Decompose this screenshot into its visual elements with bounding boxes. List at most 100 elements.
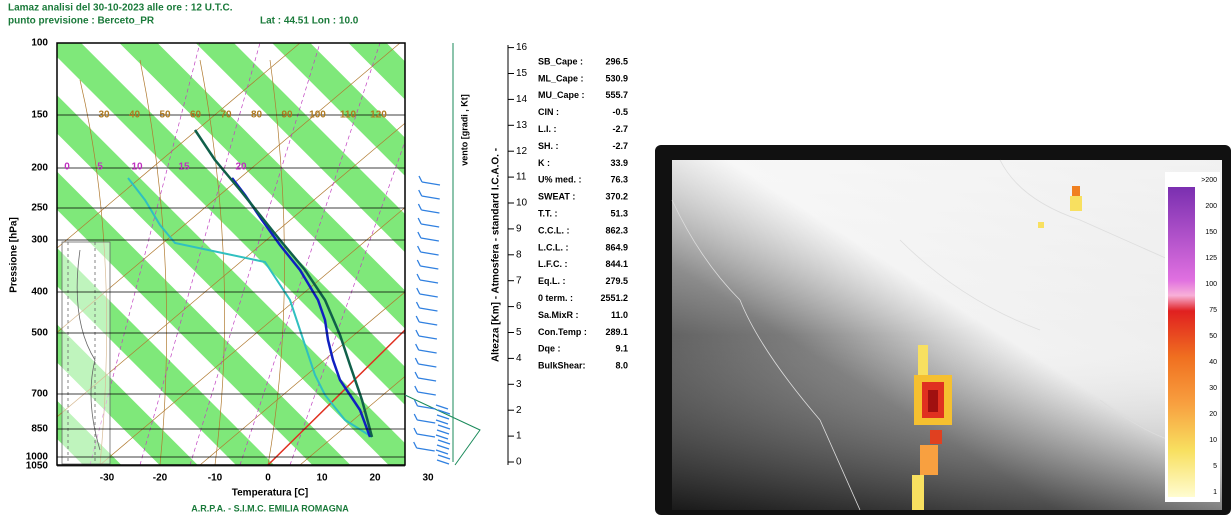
wind-barb: [415, 386, 436, 395]
colorbar-label: 10: [1209, 437, 1217, 444]
height-label: 12: [516, 146, 528, 157]
wind-barb: [417, 274, 438, 283]
height-label: 14: [516, 94, 528, 105]
index-value: 555.7: [605, 90, 628, 100]
index-value: 8.0: [615, 361, 628, 371]
pressure-label: 150: [31, 110, 48, 121]
theta-label: 15: [178, 162, 190, 173]
wind-barb: [416, 344, 437, 353]
index-value: 9.1: [615, 344, 628, 354]
index-value: 296.5: [605, 56, 628, 66]
index-name: MU_Cape :: [538, 90, 585, 100]
index-name: SWEAT :: [538, 192, 575, 202]
header-location: punto previsione : Berceto_PR: [8, 16, 155, 27]
height-label: 0: [516, 457, 522, 468]
header-coords: Lat : 44.51 Lon : 10.0: [260, 16, 359, 27]
wind-barb: [418, 218, 439, 227]
index-value: 2551.2: [600, 293, 628, 303]
height-label: 5: [516, 327, 522, 338]
index-name: L.C.L. :: [538, 242, 569, 252]
height-label: 10: [516, 198, 528, 209]
theta-label: 20: [235, 162, 247, 173]
wind-barb: [437, 460, 449, 464]
height-label: 9: [516, 224, 522, 235]
colorbar-label: 40: [1209, 359, 1217, 366]
wind-label: vento [gradi , Kt]: [459, 94, 469, 166]
pressure-label: 250: [31, 203, 48, 214]
index-name: CIN :: [538, 107, 559, 117]
mixing-label: 30: [98, 110, 110, 121]
height-label: 1: [516, 431, 522, 442]
index-value: 11.0: [611, 310, 628, 320]
wind-barb: [437, 445, 449, 449]
height-label: 15: [516, 68, 528, 79]
index-value: 530.9: [605, 73, 628, 83]
temperature-label: 10: [316, 473, 328, 484]
satellite-panel: [655, 145, 1231, 515]
index-name: Con.Temp :: [538, 327, 587, 337]
wind-barb: [416, 316, 437, 325]
wind-barb: [418, 204, 439, 213]
index-value: 33.9: [610, 158, 628, 168]
index-name: BulkShear:: [538, 361, 586, 371]
index-name: L.F.C. :: [538, 259, 568, 269]
colorbar-label: 75: [1209, 307, 1217, 314]
index-name: ML_Cape :: [538, 73, 584, 83]
wind-barb: [417, 260, 438, 269]
height-label: 2: [516, 405, 522, 416]
index-value: 862.3: [605, 225, 628, 235]
index-name: SB_Cape :: [538, 56, 583, 66]
index-name: 0 term. :: [538, 293, 573, 303]
wind-barb: [419, 190, 440, 199]
pressure-label: 850: [31, 424, 48, 435]
mixing-label: 80: [251, 110, 263, 121]
wind-barb: [438, 440, 450, 444]
temperature-label: -20: [153, 473, 168, 484]
index-value: 279.5: [605, 276, 628, 286]
index-value: 844.1: [605, 259, 628, 269]
height-label: 13: [516, 120, 528, 131]
mixing-label: 110: [340, 110, 357, 121]
wind-barb: [418, 246, 439, 255]
wind-barb: [416, 302, 437, 311]
temperature-label: 30: [422, 473, 434, 484]
index-name: T.T. :: [538, 208, 558, 218]
height-axis-label: Altezza [Km] - Atmosfera - standard I.C.…: [491, 148, 502, 362]
index-name: Dqe :: [538, 344, 561, 354]
wind-barb: [436, 435, 448, 439]
height-label: 8: [516, 249, 522, 260]
colorbar-label: 125: [1205, 255, 1217, 262]
wind-barbs: [414, 176, 450, 464]
height-label: 11: [516, 172, 527, 183]
wind-barb: [437, 430, 449, 434]
pressure-label: 700: [31, 389, 48, 400]
theta-label: 0: [64, 162, 70, 173]
pressure-label: 1050: [26, 461, 49, 472]
index-name: U% med. :: [538, 175, 582, 185]
wind-barb: [415, 372, 436, 381]
wind-barb: [419, 176, 440, 185]
header-title: Lamaz analisi del 30-10-2023 alle ore : …: [8, 3, 233, 14]
index-name: SH. :: [538, 141, 559, 151]
wind-barb: [436, 405, 448, 409]
index-value: 51.3: [610, 208, 628, 218]
wind-barb: [414, 442, 435, 451]
theta-label: 5: [97, 162, 103, 173]
colorbar-label: 20: [1209, 411, 1217, 418]
mixing-label: 90: [281, 110, 293, 121]
wind-barb: [416, 330, 437, 339]
temperature-label: -10: [208, 473, 223, 484]
mixing-label: 100: [309, 110, 326, 121]
height-label: 6: [516, 301, 522, 312]
screen: Lamaz analisi del 30-10-2023 alle ore : …: [0, 0, 1231, 515]
theta-label: 10: [131, 162, 143, 173]
index-value: 370.2: [605, 192, 628, 202]
index-value: -2.7: [612, 124, 628, 134]
wind-barb: [438, 425, 450, 429]
index-name: C.C.L. :: [538, 225, 570, 235]
temperature-label: -30: [100, 473, 115, 484]
mixing-label: 70: [220, 110, 232, 121]
pressure-label: 100: [31, 38, 48, 49]
index-name: L.I. :: [538, 124, 557, 134]
colorbar-label: 200: [1205, 203, 1217, 210]
